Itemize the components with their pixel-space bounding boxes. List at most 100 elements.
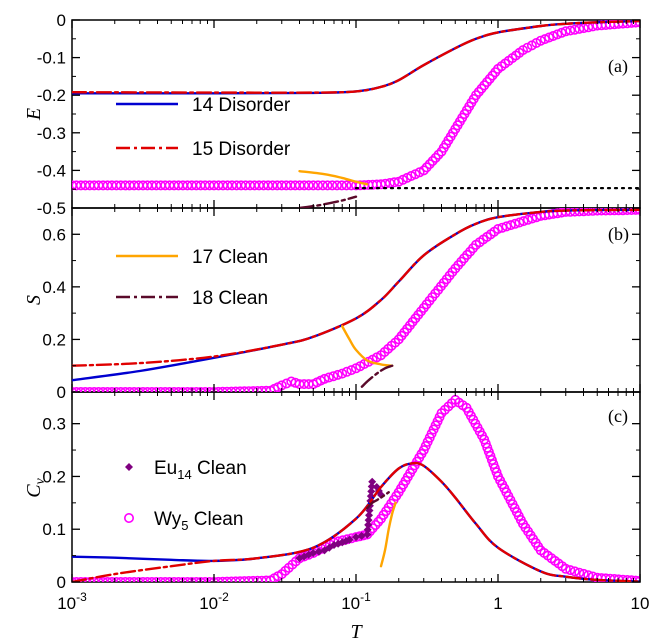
series-15-line <box>72 208 640 367</box>
panel-a-series <box>72 20 640 208</box>
series-eu-point <box>314 547 323 556</box>
panel-a-frame <box>71 19 641 209</box>
series-wy-point <box>510 218 521 229</box>
xtick-label-base: 10 <box>631 594 650 613</box>
ytick-label: -0.5 <box>37 199 66 218</box>
series-wy-point <box>565 565 576 576</box>
series-wy-point <box>389 177 400 188</box>
ytick-label: 0.2 <box>42 330 66 349</box>
series-wy-point <box>433 149 444 160</box>
series-wy-point <box>569 566 580 577</box>
panel-b-ylabel: S <box>23 295 45 305</box>
series-wy-point <box>430 152 441 163</box>
series-wy-point <box>346 365 357 376</box>
legend-label-main: 17 Clean <box>192 247 268 268</box>
xtick-label-exp: -3 <box>76 590 87 604</box>
series-wy-point <box>328 371 339 382</box>
legend-label-main: Eu <box>154 458 177 479</box>
legend-label: 18 Clean <box>192 288 268 309</box>
series-wy-point <box>327 180 338 191</box>
series-wy-point <box>336 180 347 191</box>
series-15-line <box>72 461 640 582</box>
xtick-label: 10-2 <box>199 590 229 613</box>
xtick-label: 10-1 <box>341 590 371 613</box>
series-18-line <box>360 364 394 388</box>
series-eu-point <box>357 531 366 540</box>
series-15-line <box>72 20 640 94</box>
series-eu-point <box>365 511 374 520</box>
series-wy-point <box>373 516 384 527</box>
legend-label-suffix: Clean <box>189 509 244 530</box>
legend-label-main: 18 Clean <box>192 288 268 309</box>
legend-label-main: Wy <box>154 509 182 530</box>
series-wy-point <box>481 77 492 88</box>
xtick-label-base: 10 <box>199 594 218 613</box>
panel-c-ylabel-sub: v <box>33 477 48 484</box>
panel-b-tag: (b) <box>608 224 629 245</box>
panel-c-ylabel: Cv <box>23 477 48 497</box>
series-wy-point <box>332 369 343 380</box>
ytick-label: -0.1 <box>37 49 66 68</box>
legend-label-sub: 5 <box>181 518 188 533</box>
ytick-label: 0 <box>57 11 66 30</box>
ytick-label: 0.3 <box>42 415 66 434</box>
tick-layer: 0 -0.1 -0.2 -0.3 -0.4 -0.5 0 0.2 0.4 0.6 0 0.1 0.2 0.… <box>37 11 650 613</box>
panel-b-series <box>72 208 640 392</box>
series-17-line <box>379 501 397 568</box>
series-wy-point <box>514 217 525 228</box>
series-wy-point <box>560 563 571 574</box>
series-wy-point <box>569 24 580 35</box>
legend-label: 14 Disorder <box>192 95 291 116</box>
xtick-label-exp: -1 <box>360 590 371 604</box>
series-wy-point <box>341 180 352 191</box>
series-wy-point <box>331 180 342 191</box>
series-wy-point <box>418 165 429 176</box>
series-wy-point <box>421 162 432 173</box>
series-eu-point <box>363 530 372 539</box>
legend-label: 17 Clean <box>192 247 268 268</box>
ytick-label: 0.2 <box>42 467 66 486</box>
series-wy-point <box>427 156 438 167</box>
series-wy-point <box>323 372 334 383</box>
xtick-label-exp: -2 <box>218 590 229 604</box>
xtick-label: 10 <box>631 594 650 613</box>
series-eu-point <box>364 516 373 525</box>
series-wy-point <box>497 222 508 233</box>
series-wy-point <box>299 379 310 390</box>
series-wy-point <box>341 366 352 377</box>
legend-label-suffix: Clean <box>192 458 247 479</box>
legend-label: Wy5 Clean <box>154 509 243 533</box>
legend-swatch <box>124 512 135 523</box>
legend-layer: 14 Disorder 15 Disorder 17 Clean 18 Clean Eu… <box>116 95 291 533</box>
series-wy-point <box>560 26 571 37</box>
series-wy-point <box>337 368 348 379</box>
legend-swatch <box>125 463 133 471</box>
series-wy-point <box>522 214 533 225</box>
series-wy-point <box>308 180 319 191</box>
series-wy-point <box>317 180 328 191</box>
series-wy-point <box>303 180 314 191</box>
series-wy-point <box>501 221 512 232</box>
legend-label: Eu14 Clean <box>154 458 247 482</box>
ytick-label: 0.6 <box>42 225 66 244</box>
xtick-label-base: 10 <box>57 594 76 613</box>
ytick-label: 0 <box>57 383 66 402</box>
panel-c-frame <box>71 391 641 583</box>
series-wy-point <box>518 216 529 227</box>
xtick-label-base: 10 <box>341 594 360 613</box>
ytick-label: 0 <box>57 573 66 592</box>
series-17-line <box>298 170 369 186</box>
xtick-label-base: 1 <box>493 594 502 613</box>
series-eu-point <box>368 477 377 486</box>
series-eu-point <box>364 520 373 529</box>
series-wy-point <box>492 224 503 235</box>
legend-label-sub: 14 <box>177 467 191 482</box>
series-18-line <box>298 195 358 208</box>
series-wy-point <box>527 213 538 224</box>
series-eu-point <box>367 482 376 491</box>
ytick-label: -0.2 <box>37 86 66 105</box>
xtick-label: 1 <box>493 594 502 613</box>
xtick-label: 10-3 <box>57 590 87 613</box>
ytick-label: 0.4 <box>42 278 66 297</box>
series-wy-point <box>565 25 576 36</box>
